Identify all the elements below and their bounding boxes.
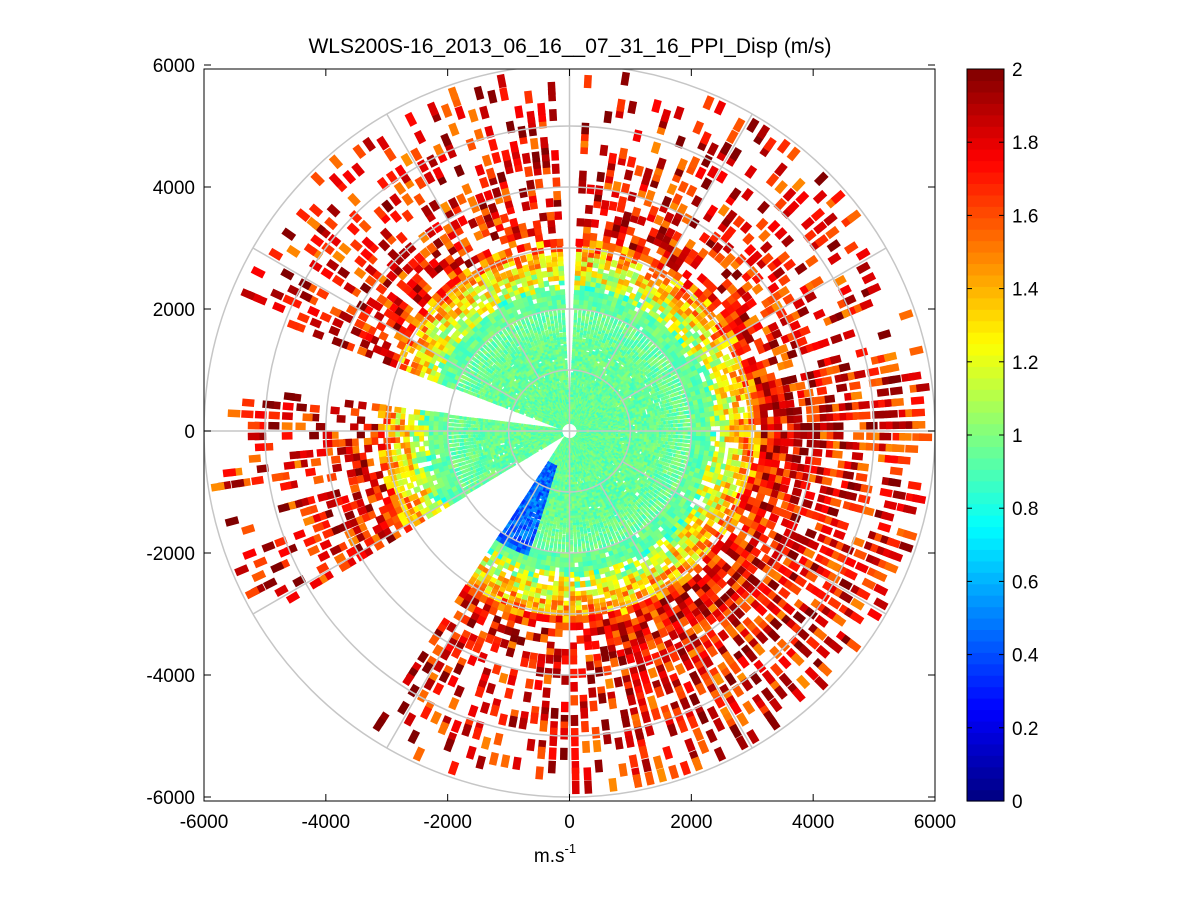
data-cell bbox=[824, 395, 835, 404]
data-cell bbox=[605, 221, 614, 230]
data-cell bbox=[595, 185, 604, 195]
data-cell bbox=[591, 271, 598, 278]
data-cell bbox=[912, 421, 925, 429]
data-cell bbox=[891, 398, 904, 407]
ppi-figure: WLS200S-16_2013_06_16__07_31_16_PPI_Disp… bbox=[0, 0, 1201, 901]
data-cell bbox=[585, 205, 593, 214]
data-cell bbox=[604, 111, 613, 124]
data-cell bbox=[570, 389, 573, 392]
data-cell bbox=[733, 413, 740, 419]
data-cell bbox=[601, 200, 610, 210]
data-cell bbox=[803, 389, 813, 398]
data-cell bbox=[587, 184, 595, 194]
data-cell bbox=[885, 410, 897, 418]
data-cell bbox=[582, 338, 586, 342]
data-cell bbox=[584, 219, 592, 228]
data-cell bbox=[570, 385, 573, 388]
data-cell bbox=[737, 407, 744, 413]
data-cell bbox=[851, 391, 863, 400]
data-cell bbox=[793, 407, 802, 415]
data-cell bbox=[911, 396, 925, 405]
data-cell bbox=[774, 424, 782, 432]
data-cell bbox=[836, 383, 847, 392]
data-cell bbox=[599, 145, 608, 157]
data-cell bbox=[784, 392, 794, 401]
data-cell bbox=[571, 375, 574, 378]
data-cell bbox=[761, 424, 769, 432]
data-cell bbox=[916, 383, 930, 392]
data-cell bbox=[570, 392, 573, 395]
data-cell bbox=[596, 172, 605, 183]
data-cell bbox=[793, 415, 802, 423]
data-cell bbox=[570, 387, 573, 390]
data-cell bbox=[608, 153, 617, 164]
chart-title: WLS200S-16_2013_06_16__07_31_16_PPI_Disp… bbox=[308, 35, 831, 58]
plot-area bbox=[204, 65, 935, 801]
data-cell bbox=[890, 386, 903, 395]
data-cell bbox=[732, 401, 740, 408]
data-cell bbox=[912, 409, 925, 417]
data-cell bbox=[816, 386, 827, 395]
data-cell bbox=[570, 380, 573, 383]
data-cell bbox=[591, 219, 599, 228]
data-cell bbox=[719, 415, 726, 421]
data-cell bbox=[833, 422, 843, 430]
data-cell bbox=[858, 401, 870, 409]
data-cell bbox=[571, 372, 574, 375]
data-cell bbox=[877, 388, 890, 397]
data-cell bbox=[859, 412, 870, 420]
data-cell bbox=[866, 422, 878, 430]
data-cell bbox=[570, 382, 573, 385]
data-cell bbox=[785, 400, 794, 408]
